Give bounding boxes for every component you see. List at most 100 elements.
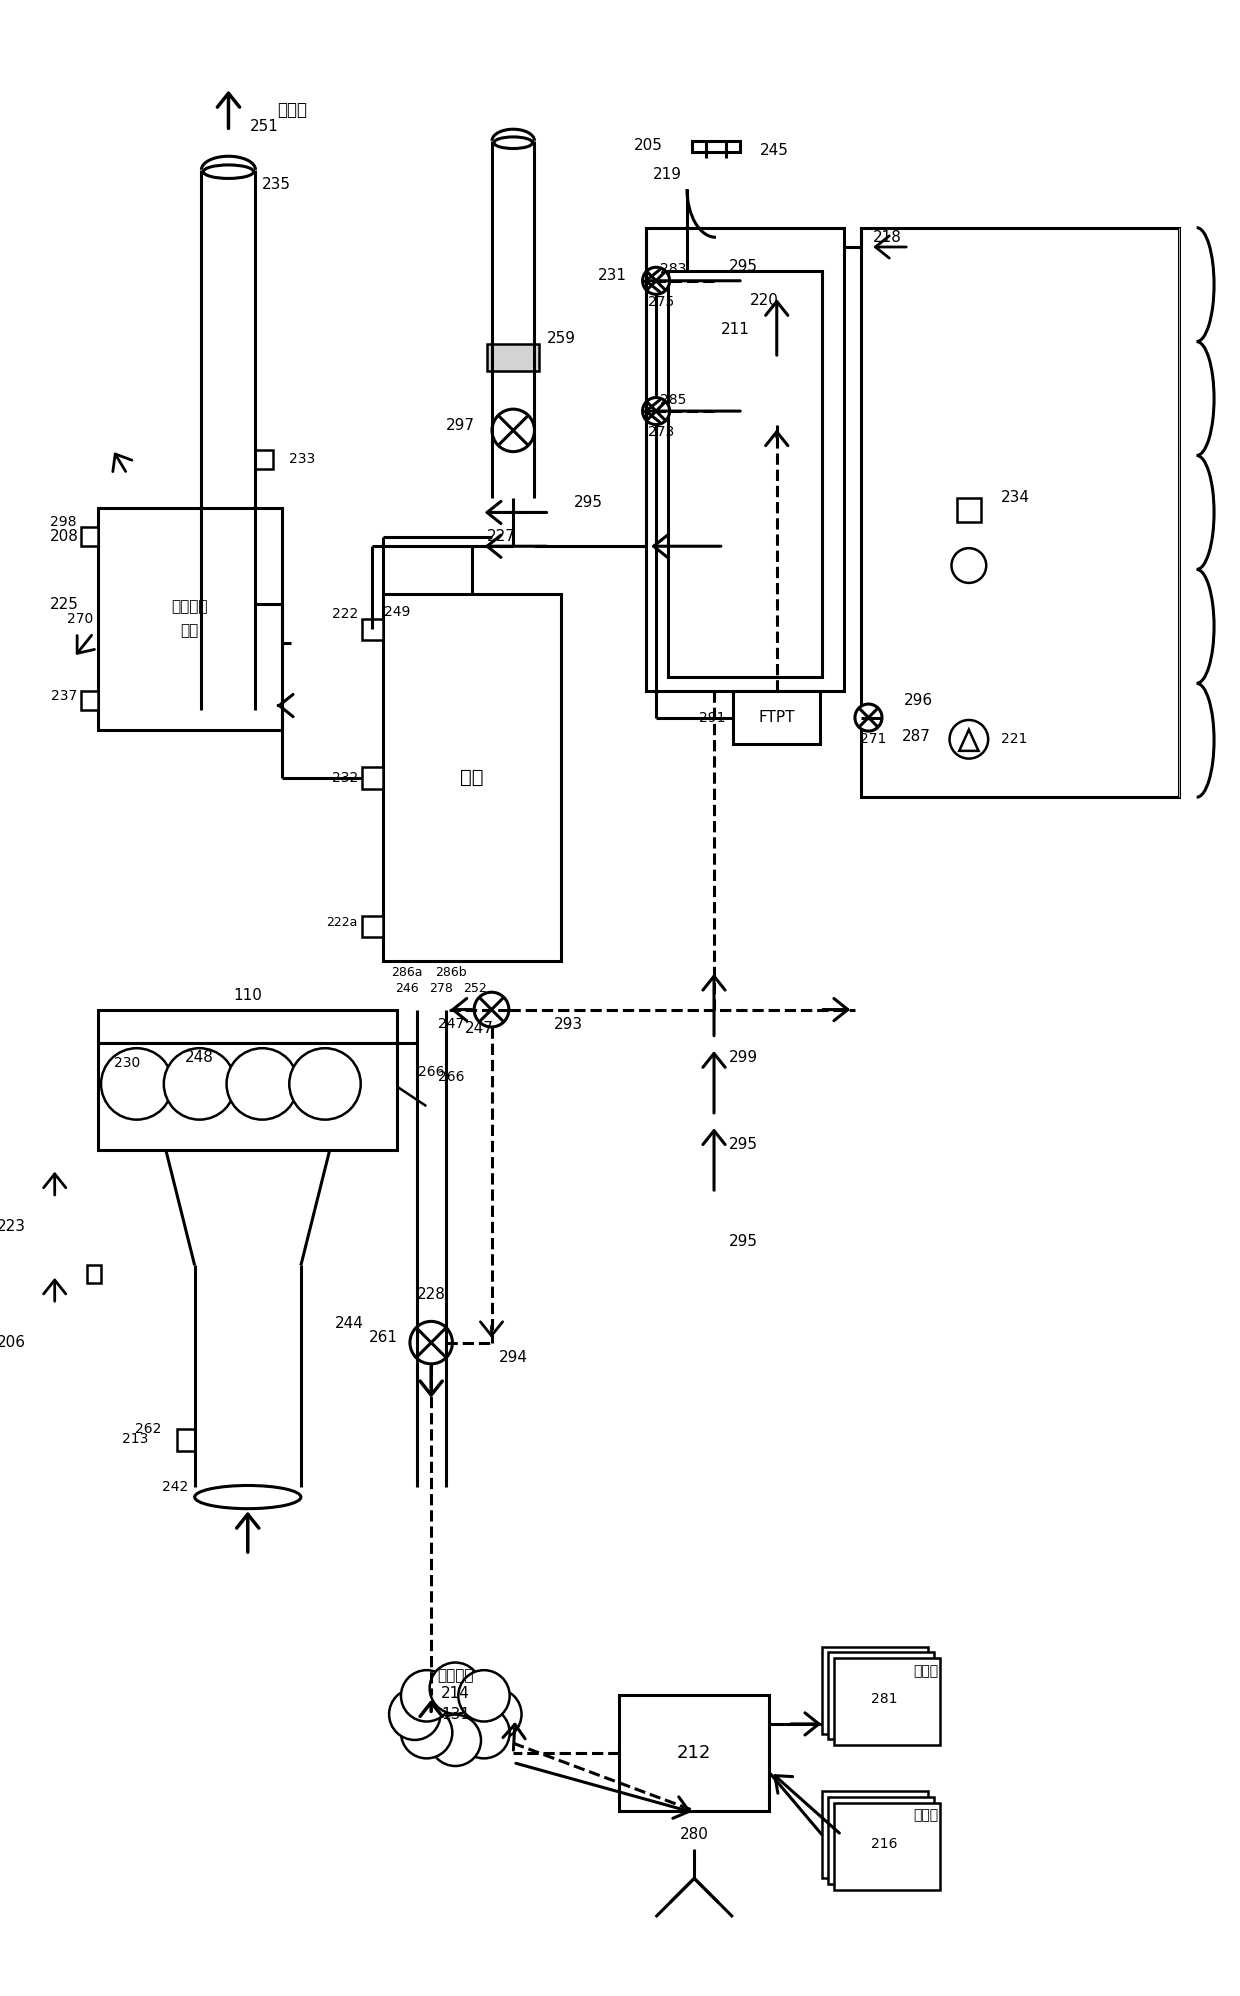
- Text: 227: 227: [487, 529, 516, 545]
- Bar: [646, 228, 844, 691]
- Text: 131: 131: [440, 1707, 470, 1723]
- Ellipse shape: [195, 1485, 301, 1509]
- Bar: [822, 1792, 929, 1878]
- Bar: [362, 916, 383, 938]
- Text: 286b: 286b: [435, 966, 466, 980]
- Bar: [255, 449, 273, 469]
- Text: 216: 216: [870, 1836, 898, 1850]
- Text: FTPT: FTPT: [759, 711, 795, 725]
- Bar: [81, 527, 98, 547]
- Text: 275: 275: [647, 295, 675, 309]
- Circle shape: [389, 1689, 440, 1741]
- Bar: [667, 271, 822, 677]
- Text: 270: 270: [67, 611, 93, 625]
- Text: 传感器: 传感器: [913, 1808, 937, 1822]
- Text: 控制系统: 控制系统: [436, 1669, 474, 1683]
- Circle shape: [227, 1048, 298, 1120]
- Text: 271: 271: [861, 733, 887, 747]
- Text: 262: 262: [134, 1423, 161, 1437]
- Text: 247: 247: [465, 1022, 494, 1036]
- Text: 293: 293: [554, 1016, 583, 1032]
- Text: 致动器: 致动器: [913, 1665, 937, 1679]
- Circle shape: [470, 1689, 522, 1741]
- Text: 247: 247: [438, 1018, 464, 1032]
- Text: 205: 205: [634, 138, 663, 154]
- Text: 233: 233: [289, 453, 315, 467]
- Text: 261: 261: [368, 1329, 397, 1345]
- Text: 285: 285: [660, 393, 687, 407]
- Circle shape: [289, 1048, 361, 1120]
- Circle shape: [164, 1048, 236, 1120]
- Text: 212: 212: [677, 1745, 712, 1762]
- Text: 225: 225: [50, 597, 79, 611]
- Bar: [98, 1044, 397, 1150]
- Text: 213: 213: [123, 1433, 149, 1447]
- Text: 235: 235: [262, 178, 291, 192]
- Text: 280: 280: [680, 1828, 709, 1842]
- Text: 295: 295: [728, 259, 758, 273]
- Circle shape: [401, 1707, 453, 1758]
- Text: 208: 208: [50, 529, 79, 545]
- Circle shape: [429, 1663, 481, 1715]
- Text: 286a: 286a: [392, 966, 423, 980]
- Bar: [383, 595, 562, 962]
- Bar: [81, 691, 98, 711]
- Bar: [87, 1265, 100, 1283]
- Bar: [177, 1429, 195, 1451]
- Text: 266: 266: [438, 1070, 465, 1084]
- Bar: [98, 507, 281, 731]
- Circle shape: [410, 1321, 453, 1363]
- Text: 231: 231: [598, 267, 627, 283]
- Text: 206: 206: [0, 1335, 26, 1349]
- Text: 232: 232: [331, 770, 358, 784]
- Circle shape: [459, 1707, 510, 1758]
- Text: 278: 278: [429, 982, 453, 994]
- Text: 211: 211: [720, 321, 750, 337]
- Circle shape: [429, 1715, 481, 1766]
- Circle shape: [459, 1671, 510, 1721]
- Text: 297: 297: [445, 417, 475, 433]
- Text: 291: 291: [699, 711, 725, 725]
- Circle shape: [474, 992, 508, 1028]
- Text: 222: 222: [331, 607, 358, 621]
- Circle shape: [100, 1048, 172, 1120]
- Text: 298: 298: [51, 515, 77, 529]
- Bar: [833, 1802, 940, 1890]
- Text: 294: 294: [498, 1349, 528, 1365]
- Text: 266: 266: [418, 1066, 444, 1080]
- Text: 排放控制: 排放控制: [171, 599, 208, 615]
- Circle shape: [642, 267, 670, 293]
- Text: 至大气: 至大气: [277, 102, 306, 120]
- Text: 299: 299: [728, 1050, 758, 1066]
- Circle shape: [951, 549, 986, 583]
- Text: 249: 249: [384, 605, 410, 619]
- Bar: [620, 1695, 769, 1810]
- Circle shape: [854, 705, 882, 731]
- Bar: [828, 1653, 934, 1739]
- Text: 295: 295: [728, 1234, 758, 1249]
- Bar: [861, 228, 1179, 796]
- Text: 110: 110: [233, 988, 262, 1002]
- Text: 218: 218: [873, 230, 903, 246]
- Ellipse shape: [494, 138, 532, 148]
- Ellipse shape: [203, 166, 253, 178]
- Text: 228: 228: [417, 1287, 445, 1301]
- Text: 251: 251: [249, 120, 279, 134]
- Text: 287: 287: [903, 729, 931, 745]
- Text: 221: 221: [1001, 733, 1027, 747]
- Text: 219: 219: [653, 168, 682, 182]
- Bar: [822, 1647, 929, 1735]
- Bar: [692, 142, 740, 152]
- Text: 223: 223: [0, 1220, 26, 1234]
- Text: 230: 230: [114, 1056, 140, 1070]
- Text: 273: 273: [647, 425, 675, 439]
- Text: 252: 252: [463, 982, 486, 994]
- Circle shape: [401, 1671, 453, 1721]
- Circle shape: [950, 721, 988, 758]
- Text: 242: 242: [162, 1481, 188, 1495]
- Text: 222a: 222a: [326, 916, 358, 930]
- Bar: [833, 1659, 940, 1745]
- Bar: [828, 1796, 934, 1884]
- Text: 装置: 装置: [181, 623, 198, 637]
- Text: 237: 237: [51, 689, 77, 703]
